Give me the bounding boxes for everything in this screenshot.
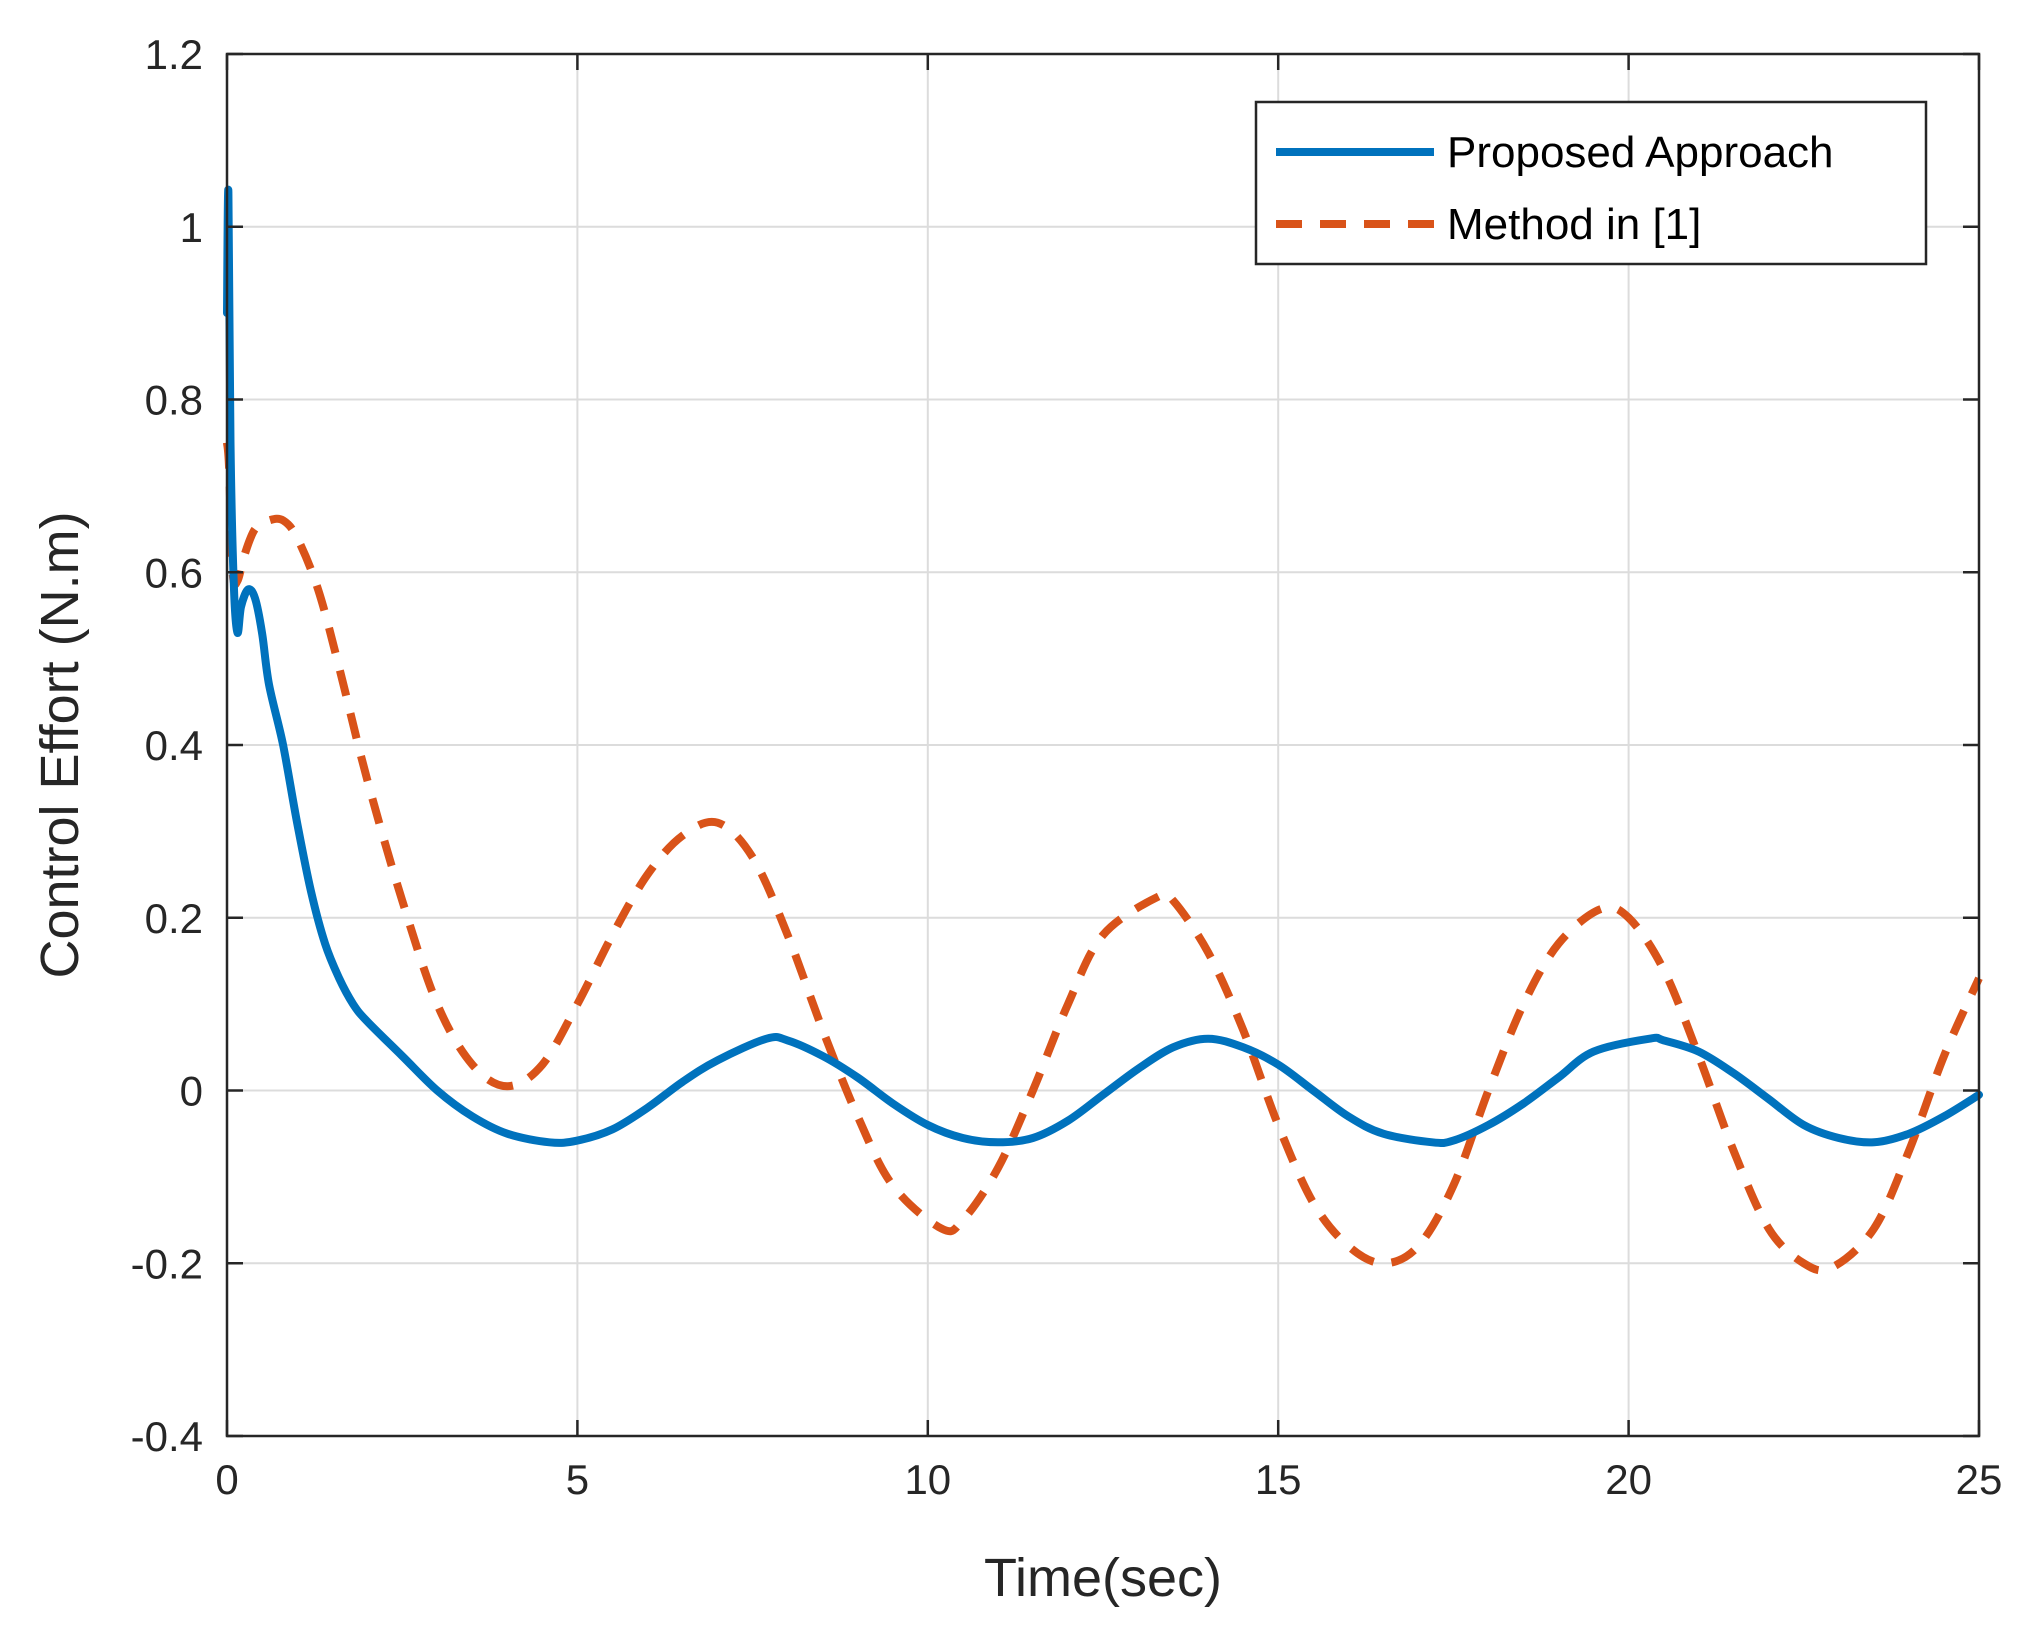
x-tick-label: 20 xyxy=(1605,1456,1652,1503)
y-tick-label: -0.2 xyxy=(131,1240,203,1287)
legend-label-proposed-approach: Proposed Approach xyxy=(1447,128,1834,177)
x-tick-label: 15 xyxy=(1255,1456,1302,1503)
tick-layer: 0 5 10 15 20 25 -0.4 -0.2 0 0.2 0.4 0.6 0.8 1 1.2 xyxy=(131,31,2003,1503)
x-tick-label: 25 xyxy=(1956,1456,2003,1503)
y-tick-label: 0.2 xyxy=(145,895,203,942)
legend-label-method-in-1: Method in [1] xyxy=(1447,200,1701,249)
x-axis-label: Time(sec) xyxy=(984,1548,1222,1608)
series-layer xyxy=(223,185,1983,1275)
series-line-method-in-1 xyxy=(223,442,1983,1275)
x-tick-label: 0 xyxy=(215,1456,238,1503)
y-tick-label: 1.2 xyxy=(145,31,203,78)
legend: Proposed Approach Method in [1] xyxy=(1254,100,1928,266)
y-tick-label: -0.4 xyxy=(131,1413,203,1460)
y-tick-label: 0.8 xyxy=(145,377,203,424)
grid-layer xyxy=(227,54,1979,1436)
y-tick-label: 0.4 xyxy=(145,722,203,769)
x-tick-label: 10 xyxy=(904,1456,951,1503)
y-tick-label: 0 xyxy=(180,1068,203,1115)
series-line-proposed-approach xyxy=(223,185,1983,1148)
x-tick-label: 5 xyxy=(566,1456,589,1503)
legend-box xyxy=(1254,100,1928,266)
y-axis-label: Control Effort (N.m) xyxy=(30,511,90,978)
y-tick-label: 0.6 xyxy=(145,549,203,596)
y-tick-label: 1 xyxy=(180,204,203,251)
